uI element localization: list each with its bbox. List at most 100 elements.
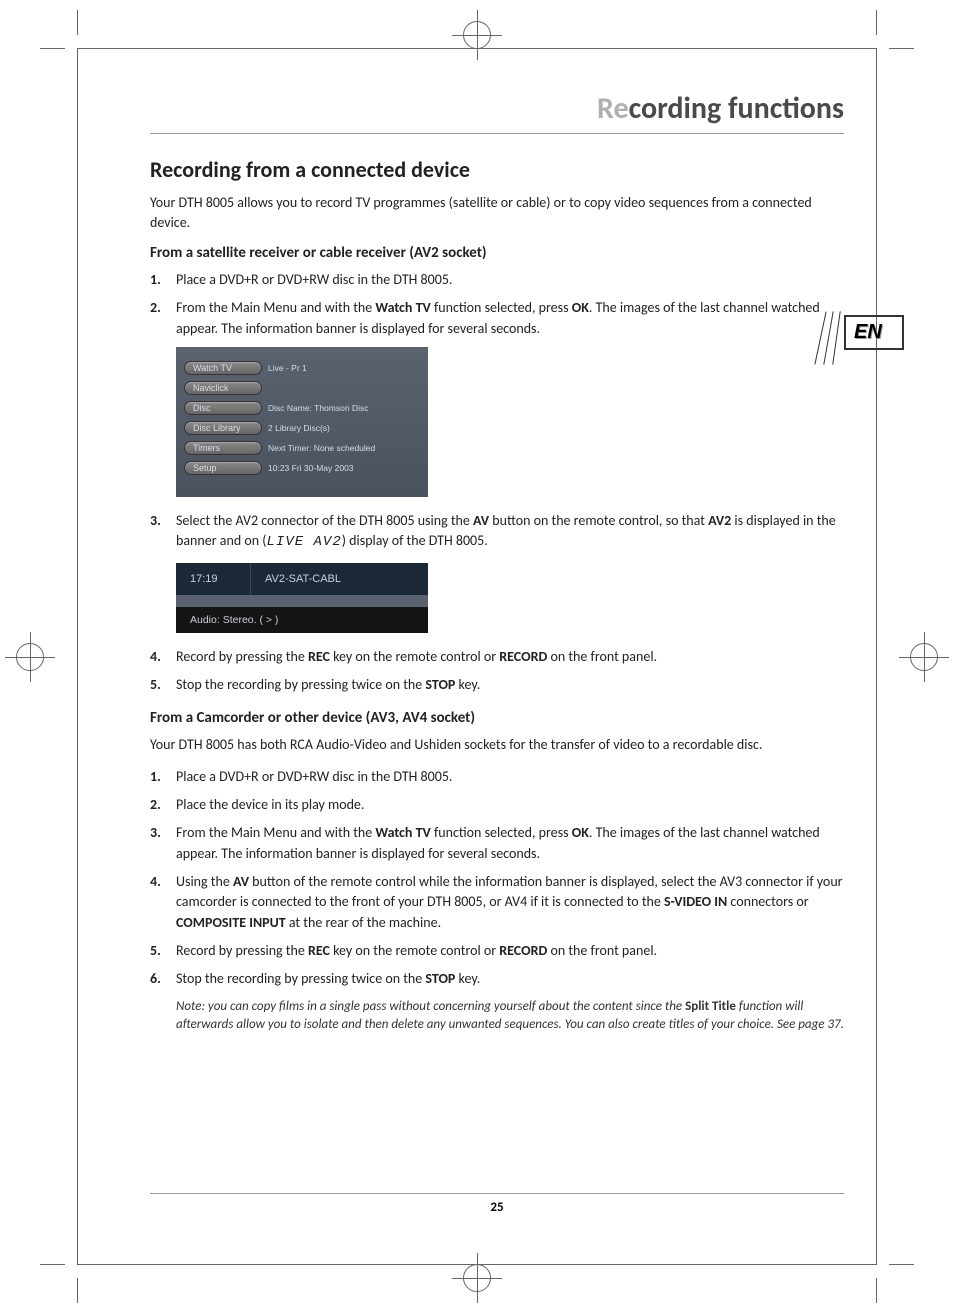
crop-line: [876, 10, 877, 35]
t: function selected, press: [431, 824, 572, 841]
t: key on the remote control or: [330, 648, 499, 665]
t: Split Title: [685, 999, 736, 1014]
s2-step-6: 6.Stop the recording by pressing twice o…: [150, 969, 844, 989]
t: From the Main Menu and with the: [176, 299, 375, 316]
crop-mark-left: [5, 632, 55, 682]
t: RECORD: [499, 942, 547, 959]
title-grey: Re: [597, 90, 629, 127]
menu-row-disc-library: Disc Library 2 Library Disc(s): [184, 419, 420, 436]
t: function selected, press: [431, 299, 572, 316]
t: key.: [455, 970, 480, 987]
page-number: 25: [150, 1193, 844, 1215]
s2-step-3: 3.From the Main Menu and with the Watch …: [150, 823, 844, 864]
menu-value: Next Timer: None scheduled: [268, 443, 375, 453]
crop-line: [40, 1264, 65, 1265]
menu-btn: Watch TV: [184, 361, 262, 375]
t: RECORD: [499, 648, 547, 665]
s2-step-5: 5.Record by pressing the REC key on the …: [150, 941, 844, 961]
note-text: Note: you can copy films in a single pas…: [150, 998, 844, 1034]
s2-step-1: 1.Place a DVD+R or DVD+RW disc in the DT…: [150, 767, 844, 787]
page-content: Recording functions EN Recording from a …: [150, 90, 844, 1233]
menu-value: Live - Pr 1: [268, 363, 307, 373]
menu-btn: Timers: [184, 441, 262, 455]
step-1-text: Place a DVD+R or DVD+RW disc in the DTH …: [176, 271, 452, 288]
title-dark: cording functions: [629, 90, 844, 127]
s2-step-2: 2.Place the device in its play mode.: [150, 795, 844, 815]
subsection-1-heading: From a satellite receiver or cable recei…: [150, 244, 844, 262]
crop-line: [876, 1278, 877, 1303]
step-1: 1.Place a DVD+R or DVD+RW disc in the DT…: [150, 270, 844, 290]
menu-row-setup: Setup 10:23 Fri 30-May 2003: [184, 459, 420, 476]
t: Watch TV: [375, 299, 430, 316]
t: OK: [572, 824, 589, 841]
t: on the front panel.: [547, 942, 657, 959]
t: key on the remote control or: [330, 942, 499, 959]
t: Select the AV2 connector of the DTH 8005…: [176, 512, 473, 529]
t: Watch TV: [375, 824, 430, 841]
t: STOP: [425, 676, 455, 693]
main-menu-screenshot: Watch TV Live - Pr 1 Naviclick Disc Disc N…: [176, 347, 428, 497]
banner-audio: Audio: Stereo. ( > ): [176, 607, 428, 633]
t: Stop the recording by pressing twice on …: [176, 676, 425, 693]
step-2: 2.From the Main Menu and with the Watch …: [150, 298, 844, 339]
t: AV: [233, 873, 249, 890]
menu-row-timers: Timers Next Timer: None scheduled: [184, 439, 420, 456]
menu-row-naviclick: Naviclick: [184, 379, 420, 396]
menu-value: 10:23 Fri 30-May 2003: [268, 463, 354, 473]
t: REC: [308, 648, 330, 665]
language-badge-text: EN: [844, 315, 904, 350]
section-intro: Your DTH 8005 allows you to record TV pr…: [150, 193, 844, 232]
section-heading: Recording from a connected device: [150, 156, 844, 183]
menu-btn: Setup: [184, 461, 262, 475]
segment-display-text: LIVE AV2: [267, 534, 342, 550]
crop-line: [77, 1278, 78, 1303]
menu-row-watch-tv: Watch TV Live - Pr 1: [184, 359, 420, 376]
t: key.: [455, 676, 480, 693]
t: REC: [308, 942, 330, 959]
header-bar: Recording functions: [150, 90, 844, 134]
t: Place a DVD+R or DVD+RW disc in the DTH …: [176, 768, 452, 785]
crop-line: [889, 48, 914, 49]
av-banner-screenshot: 17:19 AV2-SAT-CABL Audio: Stereo. ( > ): [176, 563, 428, 633]
s2-step-4: 4.Using the AV button of the remote cont…: [150, 872, 844, 933]
t: ) display of the DTH 8005.: [342, 532, 488, 549]
crop-mark-right: [899, 632, 949, 682]
menu-btn: Disc: [184, 401, 262, 415]
t: connectors or: [727, 893, 808, 910]
t: OK: [572, 299, 589, 316]
t: Stop the recording by pressing twice on …: [176, 970, 425, 987]
t: S-VIDEO IN: [664, 893, 727, 910]
t: Record by pressing the: [176, 648, 308, 665]
t: AV: [473, 512, 489, 529]
menu-btn: Naviclick: [184, 381, 262, 395]
t: From the Main Menu and with the: [176, 824, 375, 841]
t: at the rear of the machine.: [286, 914, 441, 931]
language-badge: EN: [844, 315, 904, 360]
t: STOP: [425, 970, 455, 987]
t: Record by pressing the: [176, 942, 308, 959]
banner-source: AV2-SAT-CABL: [251, 563, 355, 595]
subsection-2-heading: From a Camcorder or other device (AV3, A…: [150, 709, 844, 727]
t: Using the: [176, 873, 233, 890]
sub2-intro: Your DTH 8005 has both RCA Audio-Video a…: [150, 735, 844, 755]
step-5: 5.Stop the recording by pressing twice o…: [150, 675, 844, 695]
step-3: 3.Select the AV2 connector of the DTH 80…: [150, 511, 844, 553]
t: Note: you can copy films in a single pas…: [176, 999, 685, 1014]
t: Place the device in its play mode.: [176, 796, 364, 813]
sub1-steps-cont: 3.Select the AV2 connector of the DTH 80…: [150, 511, 844, 553]
crop-line: [40, 48, 65, 49]
t: on the front panel.: [547, 648, 657, 665]
page-title: Recording functions: [597, 90, 844, 127]
step-4: 4.Record by pressing the REC key on the …: [150, 647, 844, 667]
t: button on the remote control, so that: [489, 512, 708, 529]
menu-row-disc: Disc Disc Name: Thomson Disc: [184, 399, 420, 416]
crop-line: [77, 10, 78, 35]
menu-value: 2 Library Disc(s): [268, 423, 330, 433]
sub1-steps: 1.Place a DVD+R or DVD+RW disc in the DT…: [150, 270, 844, 339]
sub1-steps-end: 4.Record by pressing the REC key on the …: [150, 647, 844, 696]
banner-time: 17:19: [176, 563, 251, 595]
menu-value: Disc Name: Thomson Disc: [268, 403, 368, 413]
menu-btn: Disc Library: [184, 421, 262, 435]
t: AV2: [708, 512, 731, 529]
sub2-steps: 1.Place a DVD+R or DVD+RW disc in the DT…: [150, 767, 844, 990]
